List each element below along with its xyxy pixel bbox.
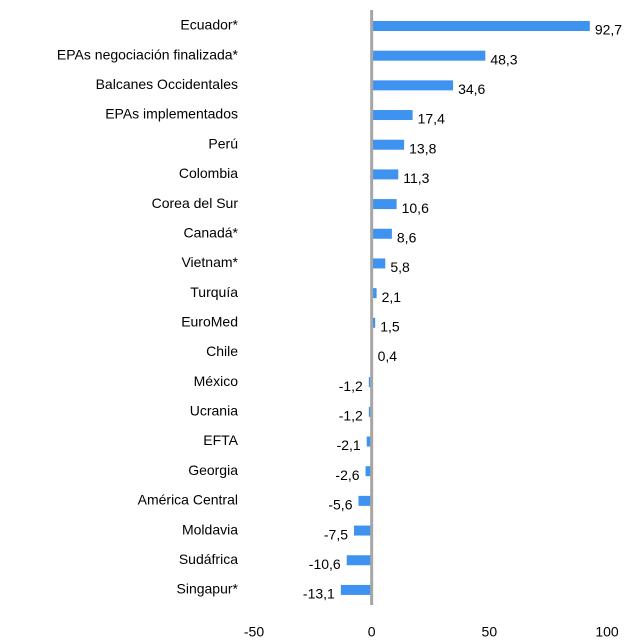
bar bbox=[371, 288, 377, 299]
bar bbox=[371, 110, 413, 121]
bar bbox=[371, 139, 405, 150]
bar bbox=[340, 584, 372, 595]
x-tick-label: 50 bbox=[482, 624, 498, 640]
value-label: 5,8 bbox=[390, 259, 410, 275]
value-label: 10,6 bbox=[402, 200, 429, 216]
value-label: -1,2 bbox=[339, 408, 363, 424]
value-label: 48,3 bbox=[490, 51, 517, 67]
bar bbox=[371, 50, 486, 61]
value-label: -10,6 bbox=[309, 556, 341, 572]
category-label: Perú bbox=[208, 135, 238, 151]
category-label: Ucrania bbox=[190, 403, 238, 419]
value-label: -2,6 bbox=[335, 467, 359, 483]
value-label: 92,7 bbox=[595, 22, 622, 38]
category-label: EPAs implementados bbox=[105, 106, 238, 122]
bar bbox=[371, 199, 397, 210]
category-label: Georgia bbox=[188, 462, 238, 478]
category-label: América Central bbox=[138, 492, 238, 508]
value-label: -1,2 bbox=[339, 378, 363, 394]
value-label: -13,1 bbox=[303, 586, 335, 602]
value-label: 0,4 bbox=[378, 348, 398, 364]
bar bbox=[371, 80, 454, 91]
bar bbox=[365, 466, 372, 477]
bar bbox=[371, 228, 392, 239]
bar bbox=[371, 317, 376, 328]
category-label: Ecuador* bbox=[180, 17, 238, 33]
value-label: 13,8 bbox=[409, 140, 436, 156]
bar bbox=[354, 525, 372, 536]
category-label: Canadá* bbox=[184, 224, 239, 240]
value-label: 1,5 bbox=[380, 319, 400, 335]
value-label: 34,6 bbox=[458, 81, 485, 97]
x-tick-label: 100 bbox=[595, 624, 619, 640]
category-label: Chile bbox=[206, 343, 238, 359]
bar bbox=[371, 21, 590, 31]
value-label: -2,1 bbox=[337, 437, 361, 453]
category-label: Corea del Sur bbox=[152, 195, 239, 211]
bar bbox=[371, 169, 399, 180]
category-label: Sudáfrica bbox=[179, 551, 238, 567]
value-label: 2,1 bbox=[382, 289, 402, 305]
value-label: 8,6 bbox=[397, 229, 417, 245]
category-label: Balcanes Occidentales bbox=[96, 76, 238, 92]
x-tick-label: -50 bbox=[244, 624, 264, 640]
category-label: México bbox=[194, 373, 239, 389]
category-label: EFTA bbox=[203, 432, 238, 448]
category-label: Moldavia bbox=[182, 521, 238, 537]
value-label: -7,5 bbox=[324, 526, 348, 542]
value-label: 17,4 bbox=[418, 111, 445, 127]
value-label: -5,6 bbox=[328, 497, 352, 513]
category-label: EuroMed bbox=[181, 314, 238, 330]
bar bbox=[366, 436, 372, 447]
bar bbox=[358, 495, 372, 506]
bar bbox=[371, 258, 386, 269]
category-label: Colombia bbox=[179, 165, 238, 181]
bar bbox=[346, 555, 372, 566]
category-label: Vietnam* bbox=[181, 254, 238, 270]
value-label: 11,3 bbox=[403, 170, 429, 186]
category-label: EPAs negociación finalizada* bbox=[57, 46, 239, 62]
category-label: Turquía bbox=[190, 284, 238, 300]
category-label: Singapur* bbox=[177, 581, 239, 597]
x-tick-label: 0 bbox=[368, 624, 376, 640]
